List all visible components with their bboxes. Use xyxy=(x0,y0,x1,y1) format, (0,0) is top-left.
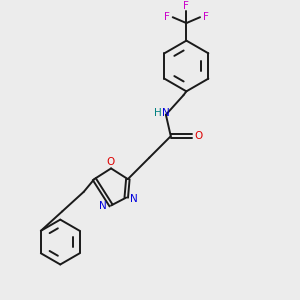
Text: N: N xyxy=(130,194,138,203)
Text: O: O xyxy=(106,157,114,166)
Text: F: F xyxy=(203,12,209,22)
Text: F: F xyxy=(183,2,189,11)
Text: N: N xyxy=(162,108,170,118)
Text: O: O xyxy=(194,131,202,141)
Text: N: N xyxy=(99,201,107,212)
Text: H: H xyxy=(154,108,162,118)
Text: F: F xyxy=(164,12,170,22)
